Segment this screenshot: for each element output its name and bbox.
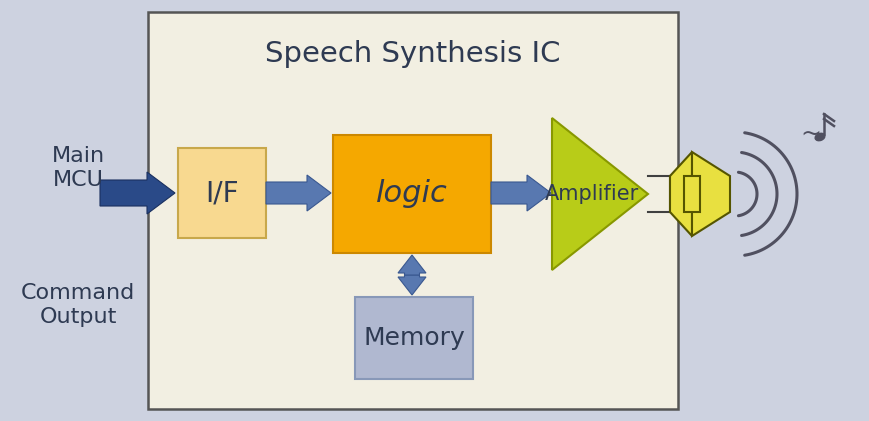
FancyArrow shape bbox=[100, 172, 175, 214]
FancyBboxPatch shape bbox=[178, 148, 266, 238]
FancyBboxPatch shape bbox=[333, 135, 490, 253]
Polygon shape bbox=[669, 152, 691, 236]
FancyArrow shape bbox=[397, 255, 426, 275]
Text: Amplifier: Amplifier bbox=[545, 184, 639, 204]
Text: Memory: Memory bbox=[362, 326, 464, 350]
FancyBboxPatch shape bbox=[148, 12, 677, 409]
Text: ~: ~ bbox=[799, 122, 820, 146]
FancyArrow shape bbox=[490, 175, 550, 211]
Text: logic: logic bbox=[375, 179, 448, 208]
Text: Speech Synthesis IC: Speech Synthesis IC bbox=[265, 40, 561, 68]
Text: I/F: I/F bbox=[205, 179, 238, 207]
Polygon shape bbox=[691, 152, 729, 236]
FancyBboxPatch shape bbox=[355, 297, 473, 379]
Polygon shape bbox=[551, 118, 647, 270]
FancyArrow shape bbox=[266, 175, 330, 211]
Text: Main
MCU: Main MCU bbox=[51, 147, 104, 189]
FancyArrow shape bbox=[397, 275, 426, 295]
Bar bbox=[683, 176, 700, 212]
Text: Command
Output: Command Output bbox=[21, 283, 135, 327]
Ellipse shape bbox=[814, 133, 824, 141]
